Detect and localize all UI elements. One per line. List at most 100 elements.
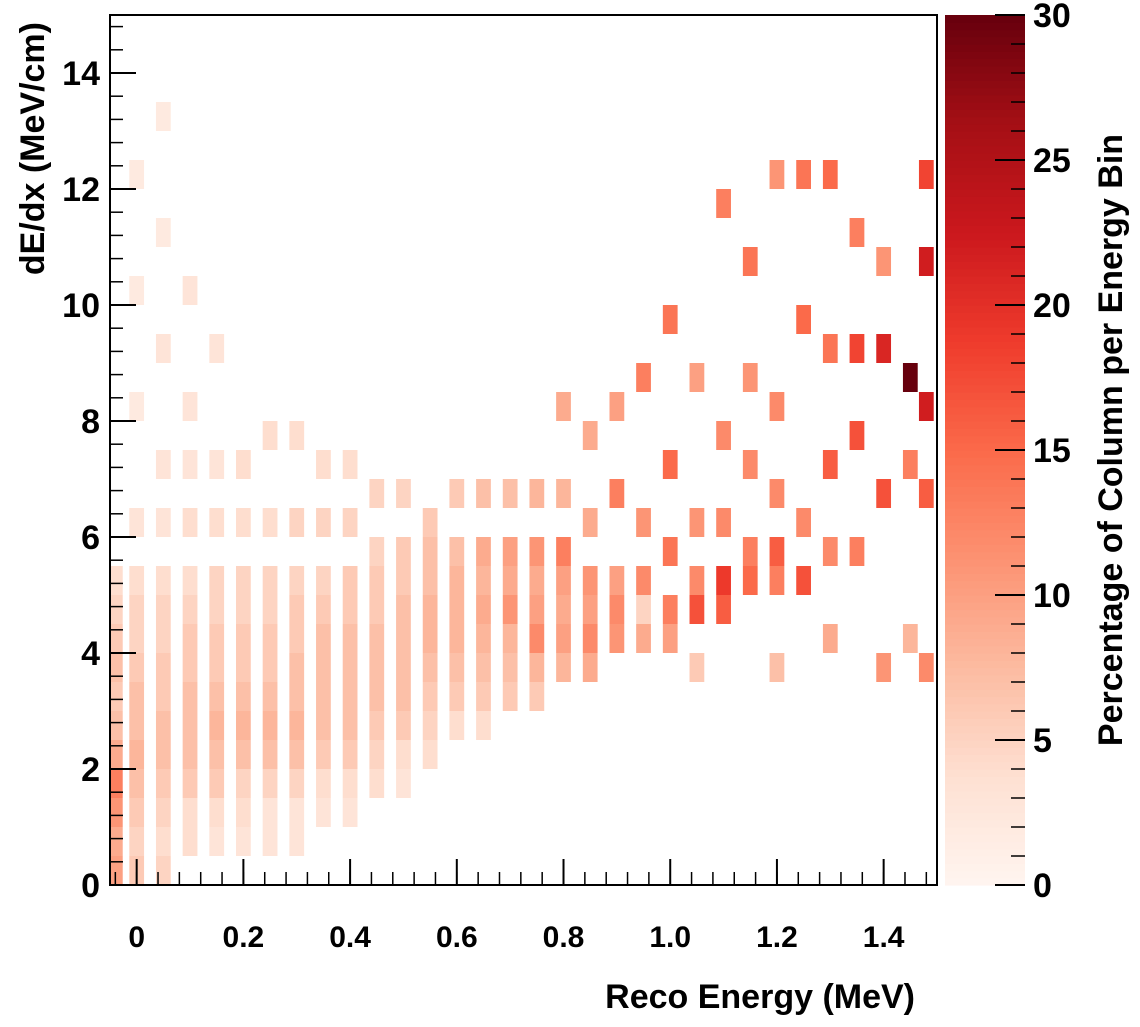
heatmap-cell [689,508,705,537]
heatmap-cell [769,160,785,189]
colorbar-segment [945,152,1025,161]
colorbar-segment [945,682,1025,690]
heatmap-cell [129,392,145,421]
heatmap-cell [129,276,145,305]
colorbar-segment [945,776,1025,785]
heatmap-cell [155,711,171,740]
colorbar-segment [945,450,1025,458]
colorbar-segment [945,609,1025,618]
heatmap-cell [110,566,123,595]
heatmap-cell [316,450,331,479]
heatmap-cell [529,537,545,566]
heatmap-cell [422,740,438,769]
colorbar-segment [945,116,1025,125]
heatmap-cell [449,682,465,711]
colorbar-segment [945,239,1025,248]
colorbar-segment [945,174,1025,183]
colorbar-segment [945,725,1025,734]
heatmap-cell [609,566,625,595]
heatmap-cell [556,624,571,653]
heatmap-cell [209,682,225,711]
heatmap-cell [716,189,731,218]
heatmap-cell [236,450,251,479]
heatmap-cell [289,508,305,537]
heatmap-cell [342,653,358,682]
colorbar-segment [945,624,1025,632]
heatmap-cell [182,450,198,479]
heatmap-cell [129,566,145,595]
colorbar-segment [945,761,1025,770]
colorbar-segment [945,65,1025,74]
heatmap-cell [636,508,651,537]
plot-frame [109,14,938,886]
colorbar-segment [945,22,1025,31]
colorbar-segment [945,181,1025,190]
colorbar-segment [945,834,1025,843]
heatmap-cell [262,711,278,740]
heatmap-cell [110,624,123,653]
heatmap-cell [529,624,545,653]
heatmap-cell [662,537,678,566]
colorbar-segment [945,196,1025,205]
colorbar-segment [945,341,1025,350]
heatmap-cell [289,682,305,711]
heatmap-cell [902,363,918,392]
colorbar-segment [945,297,1025,306]
heatmap-cell [876,479,892,508]
heatmap-cell [796,566,811,595]
heatmap-cell [502,479,518,508]
heatmap-cell [742,450,758,479]
heatmap-cell [849,218,865,247]
heatmap-cell [769,479,785,508]
heatmap-cell [396,624,411,653]
heatmap-cell [716,508,731,537]
heatmap-cell [742,566,758,595]
colorbar-segment [945,406,1025,415]
heatmap-cell [155,334,171,363]
heatmap-cell [822,160,838,189]
heatmap-cell [262,566,278,595]
heatmap-cell [662,624,678,653]
heatmap-cell [182,392,198,421]
colorbar-label: Percentage of Column per Energy Bin [1092,134,1130,746]
heatmap-cell [582,653,598,682]
heatmap-cell [449,711,465,740]
heatmap-cell [609,624,625,653]
heatmap-cell [182,624,198,653]
heatmap-cell [110,711,123,740]
colorbar-segment [945,218,1025,226]
colorbar-tick-label: 30 [1033,0,1071,35]
heatmap-cell [449,566,465,595]
heatmap-cell [182,276,198,305]
heatmap-cell [582,566,598,595]
colorbar-segment [945,131,1025,139]
heatmap-cell [422,537,438,566]
heatmap-cell [182,769,198,798]
heatmap-cell [502,624,518,653]
heatmap-cell [422,595,438,624]
heatmap-cell [342,624,358,653]
heatmap-cell [689,653,705,682]
colorbar-segment [945,109,1025,118]
heatmap-cell [609,479,625,508]
heatmap-cell [822,537,838,566]
colorbar-segment [945,51,1025,60]
x-tick-label: 0.8 [543,921,585,954]
colorbar-segment [945,254,1025,263]
colorbar-segment [945,355,1025,364]
colorbar-segment [945,580,1025,589]
heatmap-cell [182,653,198,682]
colorbar-segment [945,493,1025,502]
heatmap-cell [289,421,305,450]
heatmap-cell [529,682,545,711]
colorbar-segment [945,268,1025,277]
heatmap-cell [422,508,438,537]
colorbar-segment [945,203,1025,212]
colorbar-segment [945,486,1025,495]
heatmap-cell [155,740,171,769]
colorbar-segment [945,740,1025,748]
colorbar-segment [945,587,1025,596]
heatmap-cell [129,740,145,769]
colorbar-segment [945,805,1025,814]
